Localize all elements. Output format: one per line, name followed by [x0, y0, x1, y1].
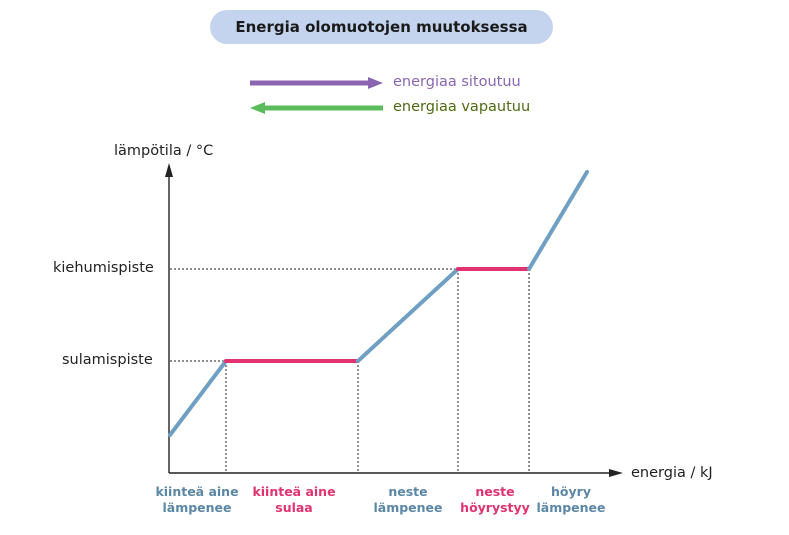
segment-solid-heating [168, 359, 228, 437]
phase-label-line: lämpenee [373, 500, 443, 515]
legend-release-arrow [250, 102, 383, 114]
legend-absorb-arrow [250, 77, 383, 89]
diagram-title: Energia olomuotojen muutoksessa [210, 10, 553, 44]
legend-release-label: energiaa vapautuu [393, 99, 531, 115]
legend-absorb-label: energiaa sitoutuu [393, 74, 521, 90]
x-axis-label: energia / kJ [631, 465, 713, 481]
phase-label-line: neste [475, 484, 515, 499]
heating-curve [168, 170, 589, 437]
phase-label-boiling: neste höyrystyy [460, 484, 530, 516]
phase-label-line: höyrystyy [460, 500, 530, 515]
phase-label-line: lämpenee [536, 500, 606, 515]
phase-label-line: kiinteä aine [155, 484, 239, 499]
y-axis-label: lämpötila / °C [114, 143, 214, 159]
boiling-point-label: kiehumispiste [53, 260, 154, 276]
phase-label-liquid-heating: neste lämpenee [373, 484, 442, 516]
guide-lines [170, 268, 530, 473]
y-axis [165, 163, 173, 473]
phase-label-line: höyry [551, 484, 591, 499]
phase-label-line: lämpenee [162, 500, 232, 515]
phase-label-line: sulaa [275, 500, 313, 515]
x-axis [169, 469, 623, 477]
phase-label-line: kiinteä aine [252, 484, 336, 499]
phase-label-vapor-heating: höyry lämpenee [536, 484, 605, 516]
phase-label-line: neste [388, 484, 428, 499]
segment-vapor-heating [527, 170, 589, 271]
melting-point-label: sulamispiste [62, 352, 153, 368]
phase-label-melting: kiinteä aine sulaa [252, 484, 335, 516]
phase-label-solid-heating: kiinteä aine lämpenee [155, 484, 238, 516]
segment-liquid-heating [356, 267, 460, 363]
